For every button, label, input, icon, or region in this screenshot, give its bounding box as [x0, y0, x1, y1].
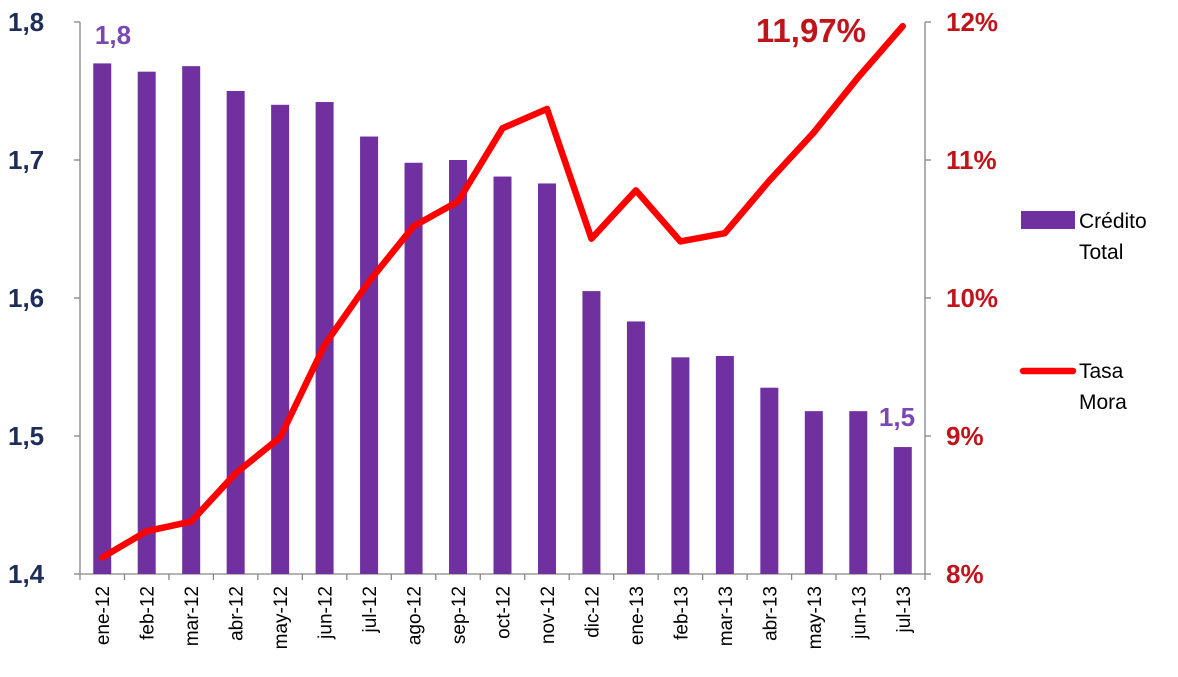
x-tick-label: feb-12 [138, 586, 159, 640]
x-tick-label: may-12 [271, 586, 292, 649]
y-right-tick-label: 11% [946, 145, 997, 175]
line-tasa-mora [98, 22, 907, 561]
data-label-first-bar: 1,8 [95, 20, 131, 50]
legend-swatch-credito [1021, 211, 1075, 229]
data-label-last-line: 11,97% [756, 12, 866, 49]
line-series [98, 22, 907, 561]
bar [715, 355, 734, 574]
y-left-tick-label: 1,4 [8, 559, 45, 589]
x-tick-label: oct-12 [494, 586, 515, 639]
bar [182, 66, 201, 574]
x-tick-label: abr-13 [760, 586, 781, 641]
bar-series [93, 63, 912, 575]
x-tick-label: may-13 [805, 586, 826, 649]
bar [893, 447, 912, 574]
x-tick-label: ene-12 [93, 586, 114, 645]
bar [804, 411, 823, 574]
legend-label-tasa: Tasa [1079, 360, 1124, 383]
bar [760, 387, 779, 574]
y-right-tick-label: 9% [946, 421, 984, 451]
bar [137, 71, 156, 575]
bar [537, 183, 556, 574]
bar [360, 136, 379, 575]
bar [449, 160, 468, 574]
y-right-tick-label: 10% [946, 283, 998, 313]
data-label-last-bar: 1,5 [879, 402, 915, 432]
x-tick-label: jul-13 [894, 586, 915, 633]
y-left-tick-label: 1,7 [8, 145, 44, 175]
bar [315, 102, 334, 574]
x-tick-label: ago-12 [405, 586, 426, 645]
x-tick-label: ene-13 [627, 586, 648, 645]
x-tick-label: nov-12 [538, 586, 559, 644]
x-tick-label: abr-12 [227, 586, 248, 641]
bar [582, 291, 601, 574]
bar [404, 162, 423, 574]
bar [226, 91, 245, 574]
y-left-tick-label: 1,6 [8, 283, 44, 313]
y-left-tick-label: 1,5 [8, 421, 44, 451]
x-tick-label: dic-12 [582, 586, 603, 638]
bar [493, 176, 512, 574]
legend-label-tasa: Mora [1079, 391, 1127, 414]
x-tick-label: sep-12 [449, 586, 470, 644]
data-labels: 1,8 1,5 11,97% [95, 12, 915, 432]
bar [271, 104, 290, 575]
x-tick-label: mar-12 [182, 586, 203, 646]
legend-label-credito: Crédito [1079, 210, 1147, 233]
x-tick-label: mar-13 [716, 586, 737, 646]
y-left-tick-label: 1,8 [8, 7, 44, 37]
bar [671, 357, 690, 574]
x-tick-label: jul-12 [360, 586, 381, 633]
x-tick-label: feb-13 [671, 586, 692, 640]
bar [93, 63, 112, 575]
x-tick-label: jun-12 [316, 586, 337, 640]
legend-label-credito: Total [1079, 241, 1123, 264]
bar [849, 411, 868, 574]
y-right-tick-label: 8% [946, 559, 984, 589]
legend: Crédito Total Tasa Mora [1019, 210, 1147, 414]
axes: 1,4 1,5 1,6 1,7 1,8 8% 9% 10% 11% 12% ene-12 feb-12… [8, 7, 998, 649]
bar [626, 321, 645, 574]
x-tick-label: jun-13 [849, 586, 870, 640]
y-right-tick-label: 12% [946, 7, 998, 37]
